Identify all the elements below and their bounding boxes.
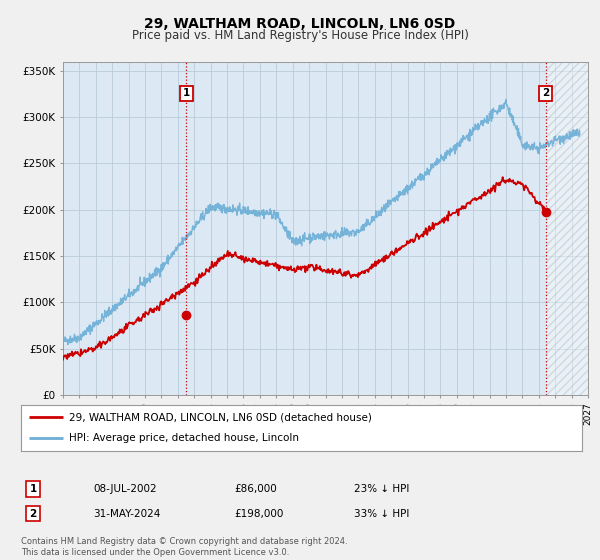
Text: 2: 2 xyxy=(29,508,37,519)
Text: This data is licensed under the Open Government Licence v3.0.: This data is licensed under the Open Gov… xyxy=(21,548,289,557)
Text: 29, WALTHAM ROAD, LINCOLN, LN6 0SD (detached house): 29, WALTHAM ROAD, LINCOLN, LN6 0SD (deta… xyxy=(68,412,371,422)
Text: 29, WALTHAM ROAD, LINCOLN, LN6 0SD: 29, WALTHAM ROAD, LINCOLN, LN6 0SD xyxy=(145,17,455,31)
Bar xyxy=(545,62,588,395)
Text: 1: 1 xyxy=(29,484,37,494)
Text: 33% ↓ HPI: 33% ↓ HPI xyxy=(354,508,409,519)
Text: Contains HM Land Registry data © Crown copyright and database right 2024.: Contains HM Land Registry data © Crown c… xyxy=(21,537,347,546)
Text: 23% ↓ HPI: 23% ↓ HPI xyxy=(354,484,409,494)
Text: 08-JUL-2002: 08-JUL-2002 xyxy=(93,484,157,494)
Text: £86,000: £86,000 xyxy=(234,484,277,494)
Text: HPI: Average price, detached house, Lincoln: HPI: Average price, detached house, Linc… xyxy=(68,433,299,444)
Text: 31-MAY-2024: 31-MAY-2024 xyxy=(93,508,160,519)
Text: 1: 1 xyxy=(183,88,190,98)
Text: £198,000: £198,000 xyxy=(234,508,283,519)
Text: 2: 2 xyxy=(542,88,549,98)
Text: Price paid vs. HM Land Registry's House Price Index (HPI): Price paid vs. HM Land Registry's House … xyxy=(131,29,469,43)
